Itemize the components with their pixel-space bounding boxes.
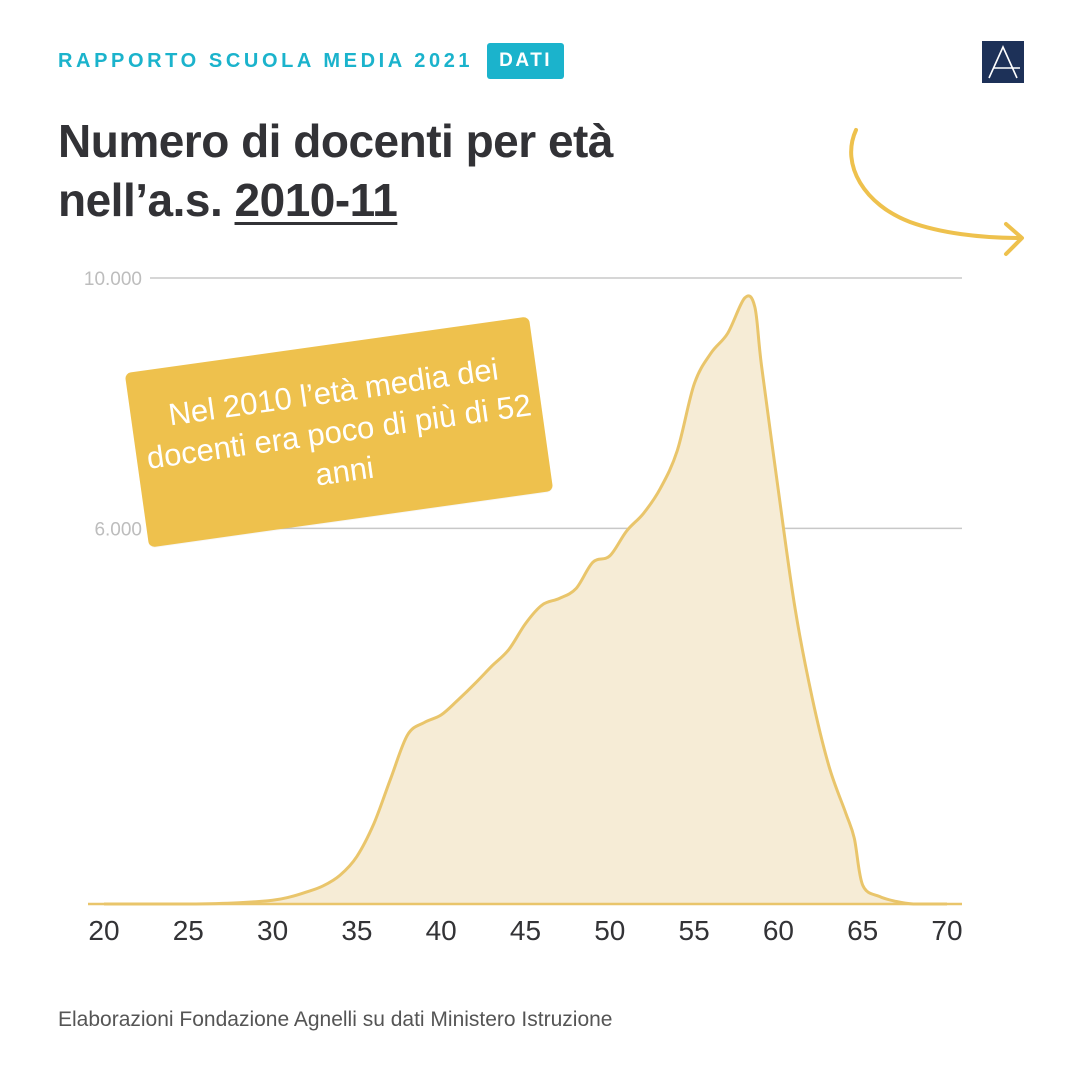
x-tick-label: 25: [173, 915, 204, 946]
report-header: RAPPORTO SCUOLA MEDIA 2021 DATI: [58, 42, 565, 80]
x-tick-label: 35: [341, 915, 372, 946]
annotation-text: Nel 2010 l’età media dei docenti era poc…: [144, 351, 534, 493]
x-tick-label: 50: [594, 915, 625, 946]
x-tick-label: 40: [426, 915, 457, 946]
x-tick-label: 20: [88, 915, 119, 946]
curved-arrow-right-icon: [849, 128, 1024, 256]
x-tick-label: 65: [847, 915, 878, 946]
y-tick-label: 6.000: [94, 519, 142, 540]
chart-title-line1: Numero di docenti per età: [58, 115, 613, 167]
chart-title-prefix: nell’a.s.: [58, 174, 235, 226]
source-note: Elaborazioni Fondazione Agnelli su dati …: [58, 1008, 613, 1031]
report-title: RAPPORTO SCUOLA MEDIA 2021: [58, 49, 474, 72]
x-tick-label: 30: [257, 915, 288, 946]
data-badge: DATI: [487, 43, 565, 79]
area-fill: [104, 295, 947, 905]
x-axis-ticks: 20 25 30 35 40 45 50 55 60 65 70: [88, 915, 962, 946]
y-tick-label: 10.000: [84, 269, 142, 290]
fondazione-agnelli-logo-icon: [982, 41, 1024, 83]
x-tick-label: 55: [679, 915, 710, 946]
series-line: [104, 294, 947, 906]
chart-title-year: 2010-11: [234, 174, 398, 226]
chart-title: Numero di docenti per età nell’a.s. 2010…: [58, 112, 613, 230]
x-tick-label: 45: [510, 915, 541, 946]
x-tick-label: 70: [931, 915, 962, 946]
x-tick-label: 60: [763, 915, 794, 946]
area-layer: [88, 294, 962, 906]
